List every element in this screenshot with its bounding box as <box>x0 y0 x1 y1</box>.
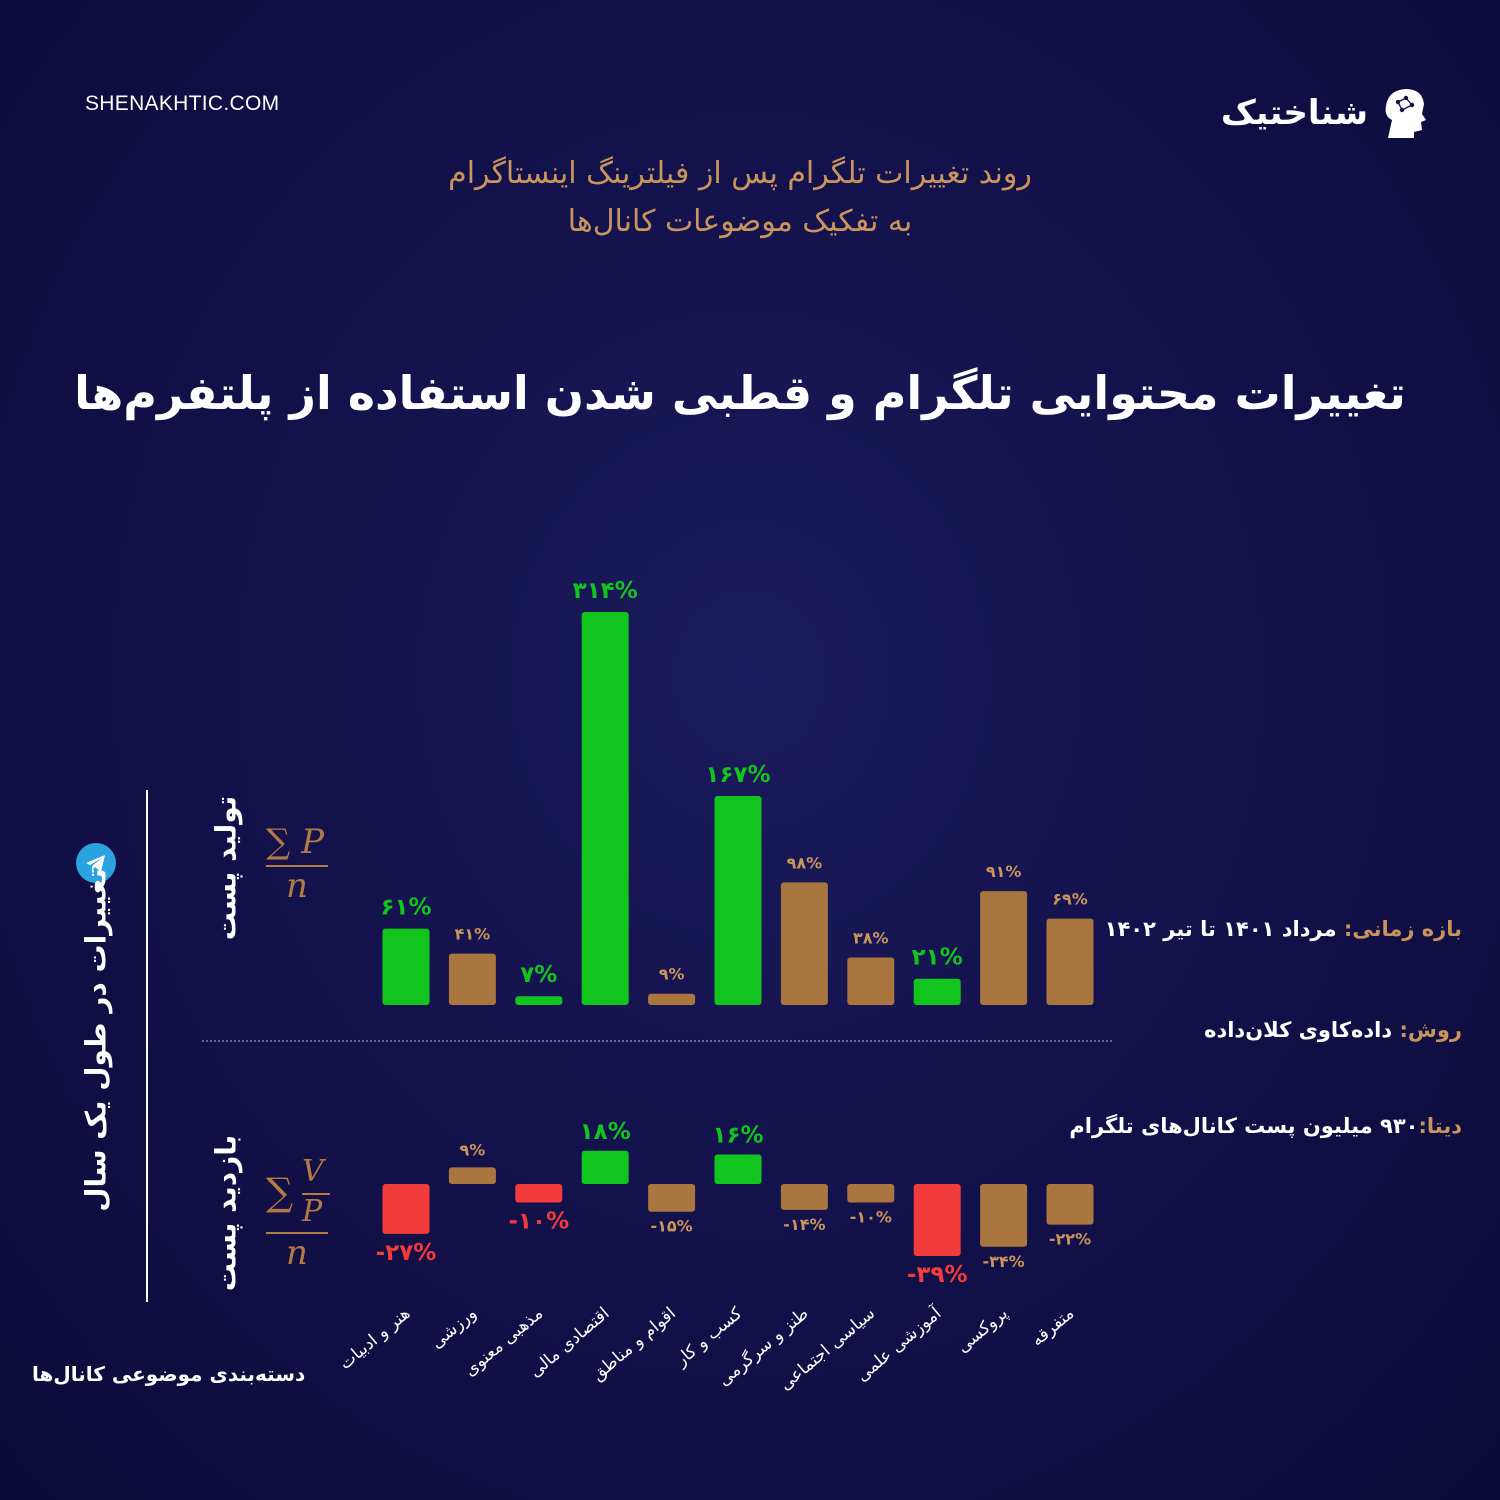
posts-value-label: ۳۱۴% <box>573 578 638 604</box>
posts-value-label: ۶۱% <box>380 895 431 921</box>
formula-views: ∑ V P n <box>266 1154 336 1272</box>
posts-value-label: ۹% <box>659 965 685 984</box>
views-value-label: -۲۷% <box>376 1240 437 1266</box>
posts-bar <box>714 795 762 1005</box>
posts-bar <box>448 953 496 1005</box>
site-url: SHENAKHTIC.COM <box>85 92 280 115</box>
posts-bar <box>581 612 629 1005</box>
info-method: روش: داده‌کاوی کلان‌داده <box>1204 1018 1462 1042</box>
views-bar <box>448 1167 496 1184</box>
posts-value-label: ۶۹% <box>1052 890 1088 909</box>
category-label: متفرقه <box>1027 1304 1078 1351</box>
category-label: ورزشی <box>427 1304 480 1353</box>
posts-bar <box>382 928 430 1005</box>
posts-bar <box>515 996 563 1005</box>
views-value-label: -۲۲% <box>1049 1230 1091 1249</box>
info-method-value: داده‌کاوی کلان‌داده <box>1204 1018 1400 1042</box>
categories-caption: دسته‌بندی موضوعی کانال‌ها <box>32 1362 306 1386</box>
info-period: بازه زمانی: مرداد ۱۴۰۱ تا تیر ۱۴۰۲ <box>1105 917 1462 941</box>
info-data-value: ۹۳۰ میلیون پست کانال‌های تلگرام <box>1069 1114 1419 1138</box>
posts-value-label: ۳۸% <box>853 928 889 947</box>
info-data-key: دیتا: <box>1418 1114 1462 1138</box>
formula-posts: ∑ P n <box>266 822 336 905</box>
brand-logo: شناختیک <box>1221 86 1428 140</box>
telegram-icon <box>76 843 116 883</box>
posts-bar <box>1046 918 1094 1005</box>
views-bar <box>980 1184 1028 1247</box>
views-bar <box>382 1184 430 1234</box>
posts-value-label: ۱۶۷% <box>705 762 770 788</box>
side-divider <box>146 790 148 1302</box>
views-value-label: ۱۶% <box>712 1122 763 1148</box>
views-value-label: -۱۴% <box>783 1215 825 1234</box>
posts-value-label: ۲۱% <box>912 945 963 971</box>
subtitle-line-1: روند تغییرات تلگرام پس از فیلترینگ اینست… <box>448 156 1032 191</box>
views-value-label: -۱۵% <box>650 1217 692 1236</box>
category-label: پروکسی <box>953 1303 1012 1357</box>
subtitle-line-2: به تفکیک موضوعات کانال‌ها <box>567 204 913 239</box>
main-title: تغییرات محتوایی تلگرام و قطبی شدن استفاد… <box>74 366 1406 420</box>
brand-name: شناختیک <box>1220 93 1368 133</box>
posts-bar <box>913 978 961 1005</box>
posts-value-label: ۹۱% <box>986 862 1022 881</box>
views-value-label: ۹% <box>460 1140 486 1159</box>
views-bar <box>714 1154 762 1184</box>
views-bar <box>581 1150 629 1184</box>
views-bar <box>847 1184 895 1203</box>
views-value-label: -۱۰% <box>850 1207 892 1226</box>
info-method-key: روش: <box>1399 1018 1462 1042</box>
views-bar <box>913 1184 961 1256</box>
posts-value-label: ۷% <box>520 962 557 988</box>
posts-bar <box>847 957 895 1005</box>
views-bar <box>648 1184 696 1212</box>
views-value-label: -۳۴% <box>982 1252 1024 1271</box>
info-period-key: بازه زمانی: <box>1343 917 1462 941</box>
posts-value-label: ۴۱% <box>455 925 491 944</box>
views-bar <box>1046 1184 1094 1225</box>
views-value-label: -۱۰% <box>508 1208 569 1234</box>
category-label: هنر و ادبیات <box>336 1304 415 1375</box>
posts-bar <box>980 891 1028 1005</box>
views-bar <box>515 1184 563 1203</box>
brand-head-icon <box>1385 89 1426 138</box>
posts-bar <box>780 882 828 1005</box>
posts-bar <box>648 993 696 1005</box>
posts-value-label: ۹۸% <box>787 853 823 872</box>
info-period-value: مرداد ۱۴۰۱ تا تیر ۱۴۰۲ <box>1104 917 1344 941</box>
views-bar <box>780 1184 828 1210</box>
info-data: دیتا:۹۳۰ میلیون پست کانال‌های تلگرام <box>1069 1114 1462 1138</box>
views-value-label: -۳۹% <box>907 1262 968 1288</box>
views-value-label: ۱۸% <box>580 1119 631 1145</box>
